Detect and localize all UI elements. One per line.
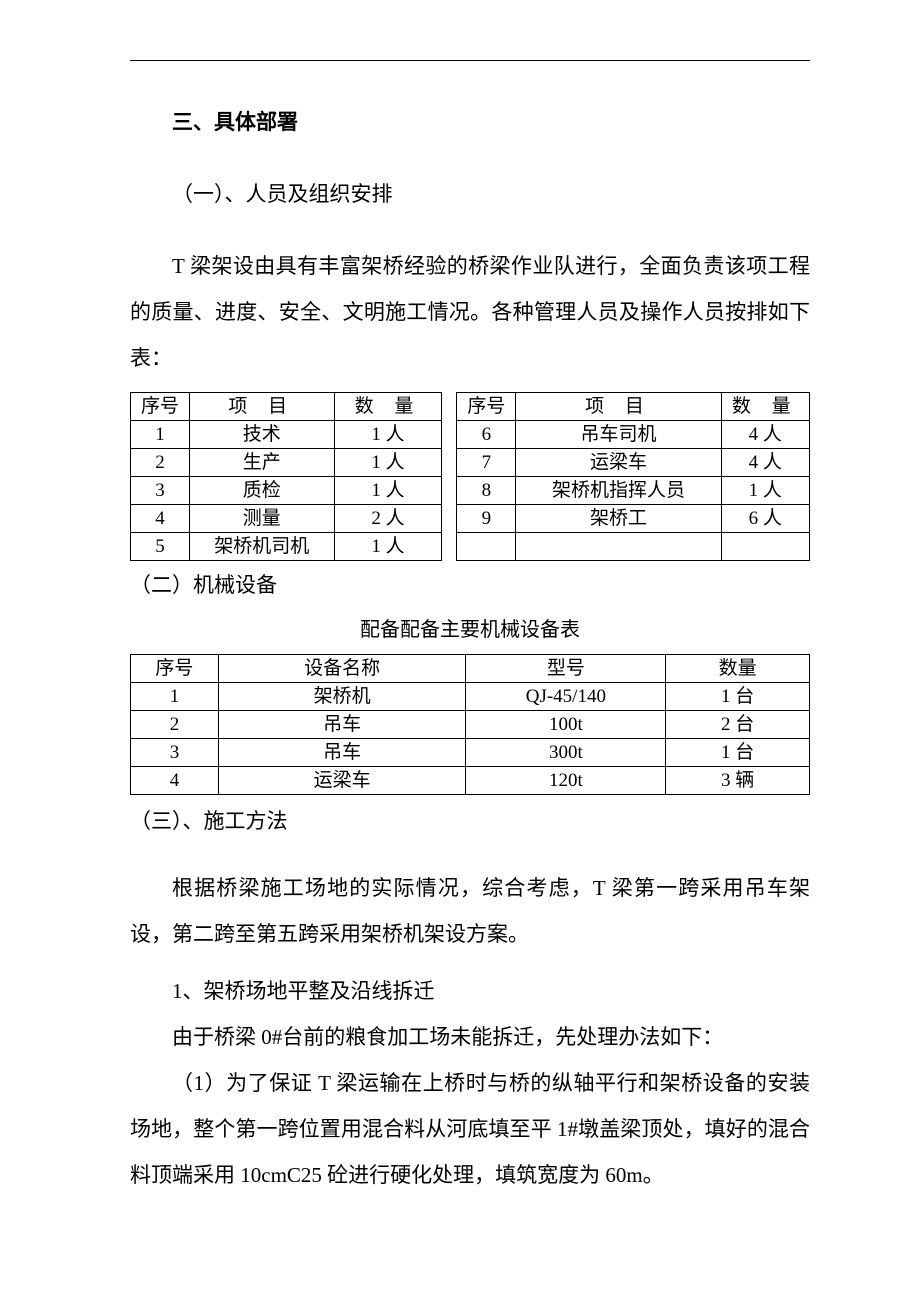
table-cell: 1 人	[721, 477, 809, 505]
table-header-cell: 序号	[131, 392, 190, 420]
table-row: 7 运梁车 4 人	[457, 448, 810, 476]
table-cell: 架桥机指挥人员	[516, 477, 721, 505]
table-cell: 架桥机	[218, 683, 466, 711]
table-header-cell: 型号	[466, 655, 666, 683]
table-row: 5 架桥机司机 1 人	[131, 532, 442, 560]
table-row: 序号 设备名称 型号 数量	[131, 655, 810, 683]
table-header-cell: 数量	[666, 655, 810, 683]
table-cell: 1 人	[334, 448, 442, 476]
table-header-cell: 项 目	[516, 392, 721, 420]
table-cell: 吊车	[218, 739, 466, 767]
table-row: 3 质检 1 人	[131, 476, 442, 504]
equipment-table-caption: 配备配备主要机械设备表	[130, 612, 810, 648]
table-row: 1 技术 1 人	[131, 420, 442, 448]
subsection1-title: （一）、人员及组织安排	[130, 173, 810, 215]
table-cell: 120t	[466, 767, 666, 795]
table-cell: 5	[131, 532, 190, 560]
table-header-cell: 数 量	[334, 392, 442, 420]
table-cell: 6 人	[721, 505, 809, 533]
table-cell: 运梁车	[218, 767, 466, 795]
table-row: 6 吊车司机 4 人	[457, 420, 810, 448]
table-cell	[721, 533, 809, 560]
table-row: 2 生产 1 人	[131, 448, 442, 476]
table-cell: 2	[131, 711, 219, 739]
table-cell: 7	[457, 448, 516, 476]
table-cell: 生产	[189, 448, 334, 476]
table-cell: 1 人	[334, 476, 442, 504]
table-cell: 3	[131, 476, 190, 504]
table-cell: 3	[131, 739, 219, 767]
table-cell: 100t	[466, 711, 666, 739]
table-cell: 2 人	[334, 504, 442, 532]
subsection3-item1: 1、架桥场地平整及沿线拆迁	[130, 968, 810, 1014]
table-header-cell: 项 目	[189, 392, 334, 420]
table-row: 4 运梁车 120t 3 辆	[131, 767, 810, 795]
table-header-cell: 数 量	[721, 392, 809, 420]
table-row: 8 架桥机指挥人员 1 人	[457, 477, 810, 505]
table-header-cell: 序号	[131, 655, 219, 683]
table-cell: QJ-45/140	[466, 683, 666, 711]
table-cell: 技术	[189, 420, 334, 448]
table-cell: 测量	[189, 504, 334, 532]
personnel-table-right: 序号 项 目 数 量 6 吊车司机 4 人 7 运梁车 4 人 8 架桥机指挥人…	[456, 392, 810, 561]
table-cell: 1	[131, 683, 219, 711]
table-cell	[457, 533, 516, 560]
table-cell: 架桥机司机	[189, 532, 334, 560]
personnel-tables-wrapper: 序号 项 目 数 量 1 技术 1 人 2 生产 1 人 3 质检 1 人 4	[130, 392, 810, 561]
table-row: 1 架桥机 QJ-45/140 1 台	[131, 683, 810, 711]
table-cell: 1 人	[334, 420, 442, 448]
table-row	[457, 533, 810, 560]
table-cell: 质检	[189, 476, 334, 504]
table-cell: 6	[457, 420, 516, 448]
equipment-table: 序号 设备名称 型号 数量 1 架桥机 QJ-45/140 1 台 2 吊车 1…	[130, 654, 810, 795]
personnel-table-left: 序号 项 目 数 量 1 技术 1 人 2 生产 1 人 3 质检 1 人 4	[130, 392, 442, 561]
table-cell: 4 人	[721, 420, 809, 448]
table-row: 2 吊车 100t 2 台	[131, 711, 810, 739]
table-header-cell: 序号	[457, 392, 516, 420]
table-cell: 1 台	[666, 683, 810, 711]
table-cell: 1	[131, 420, 190, 448]
table-cell: 300t	[466, 739, 666, 767]
table-cell: 1 台	[666, 739, 810, 767]
table-cell: 4	[131, 767, 219, 795]
table-cell: 吊车司机	[516, 420, 721, 448]
table-header-cell: 设备名称	[218, 655, 466, 683]
subsection3-paragraph1: 根据桥梁施工场地的实际情况，综合考虑，T 梁第一跨采用吊车架设，第二跨至第五跨采…	[130, 865, 810, 957]
table-row: 4 测量 2 人	[131, 504, 442, 532]
subsection2-title: （二）机械设备	[130, 567, 810, 605]
table-row: 序号 项 目 数 量	[131, 392, 442, 420]
subsection3-title: （三）、施工方法	[130, 803, 810, 841]
table-cell: 8	[457, 477, 516, 505]
table-cell: 9	[457, 505, 516, 533]
table-cell: 3 辆	[666, 767, 810, 795]
table-cell: 2	[131, 448, 190, 476]
table-cell: 4 人	[721, 448, 809, 476]
subsection1-paragraph: T 梁架设由具有丰富架桥经验的桥梁作业队进行，全面负责该项工程的质量、进度、安全…	[130, 243, 810, 382]
table-cell	[516, 533, 721, 560]
table-cell: 4	[131, 504, 190, 532]
table-cell: 1 人	[334, 532, 442, 560]
table-row: 3 吊车 300t 1 台	[131, 739, 810, 767]
page-header-rule	[130, 60, 810, 61]
table-cell: 运梁车	[516, 448, 721, 476]
subsection3-paragraph2: 由于桥梁 0#台前的粮食加工场未能拆迁，先处理办法如下：	[130, 1014, 810, 1060]
table-row: 序号 项 目 数 量	[457, 392, 810, 420]
table-row: 9 架桥工 6 人	[457, 505, 810, 533]
section-heading: 三、具体部署	[130, 101, 810, 143]
subsection3-paragraph3: （1）为了保证 T 梁运输在上桥时与桥的纵轴平行和架桥设备的安装场地，整个第一跨…	[130, 1060, 810, 1199]
table-cell: 架桥工	[516, 505, 721, 533]
table-cell: 2 台	[666, 711, 810, 739]
table-cell: 吊车	[218, 711, 466, 739]
